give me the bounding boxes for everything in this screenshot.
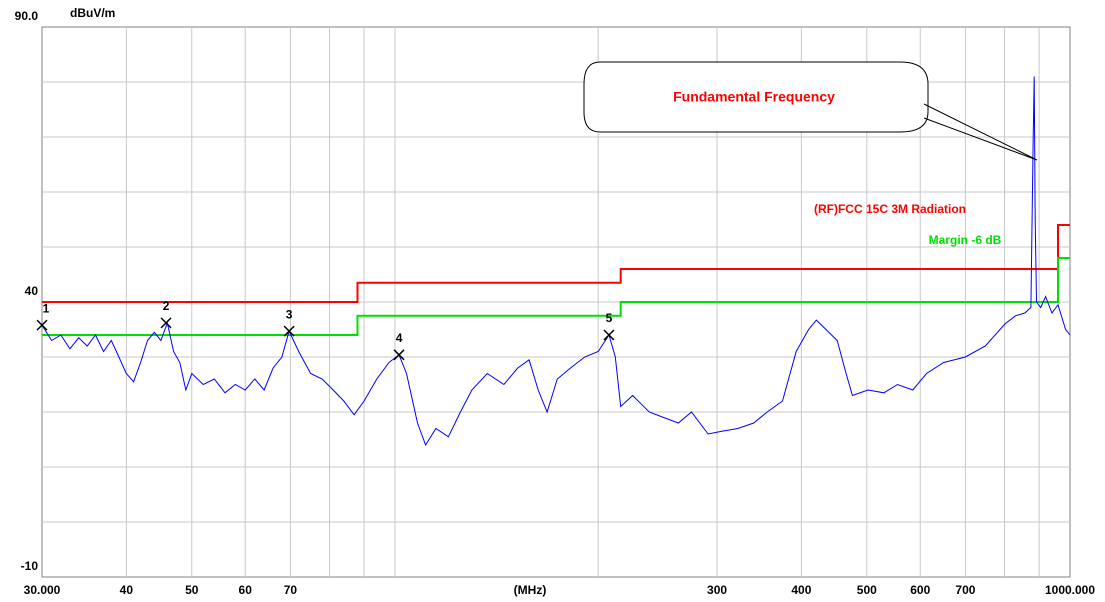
y-unit: dBuV/m [70, 6, 115, 20]
x-tick-label: 400 [791, 583, 811, 597]
y-tick-label: 40 [25, 284, 39, 298]
x-tick-label: 60 [239, 583, 253, 597]
x-tick-label: 40 [120, 583, 134, 597]
legend-label: (RF)FCC 15C 3M Radiation [814, 202, 966, 216]
marker-label: 3 [286, 307, 293, 321]
lines [41, 76, 1071, 447]
x-tick-label: 300 [707, 583, 727, 597]
x-tick-label: 70 [284, 583, 298, 597]
marker [160, 317, 172, 329]
x-tick-label: 700 [955, 583, 975, 597]
callout-pointer [923, 103, 1038, 161]
callout-box [583, 61, 929, 133]
annotation: Fundamental Frequency [673, 89, 835, 105]
series-line [42, 257, 1070, 336]
marker [603, 329, 615, 341]
x-axis-label: (MHz) [514, 583, 547, 597]
marker [283, 325, 295, 337]
x-tick-label: 50 [185, 583, 199, 597]
x-tick-label: 600 [910, 583, 930, 597]
x-tick-label: 500 [857, 583, 877, 597]
x-tick-label: 30.000 [24, 583, 61, 597]
marker-label: 2 [163, 299, 170, 313]
marker [36, 319, 48, 331]
marker-label: 4 [396, 331, 403, 345]
legend-label: Margin -6 dB [929, 233, 1002, 247]
y-tick-label: 90.0 [15, 9, 39, 23]
marker-label: 5 [606, 311, 613, 325]
marker [393, 349, 405, 361]
series-line [41, 76, 1071, 447]
marker-label: 1 [43, 301, 50, 315]
y-tick-label: -10 [21, 559, 39, 573]
series-line [42, 224, 1070, 303]
x-tick-label: 1000.000 [1045, 583, 1095, 597]
